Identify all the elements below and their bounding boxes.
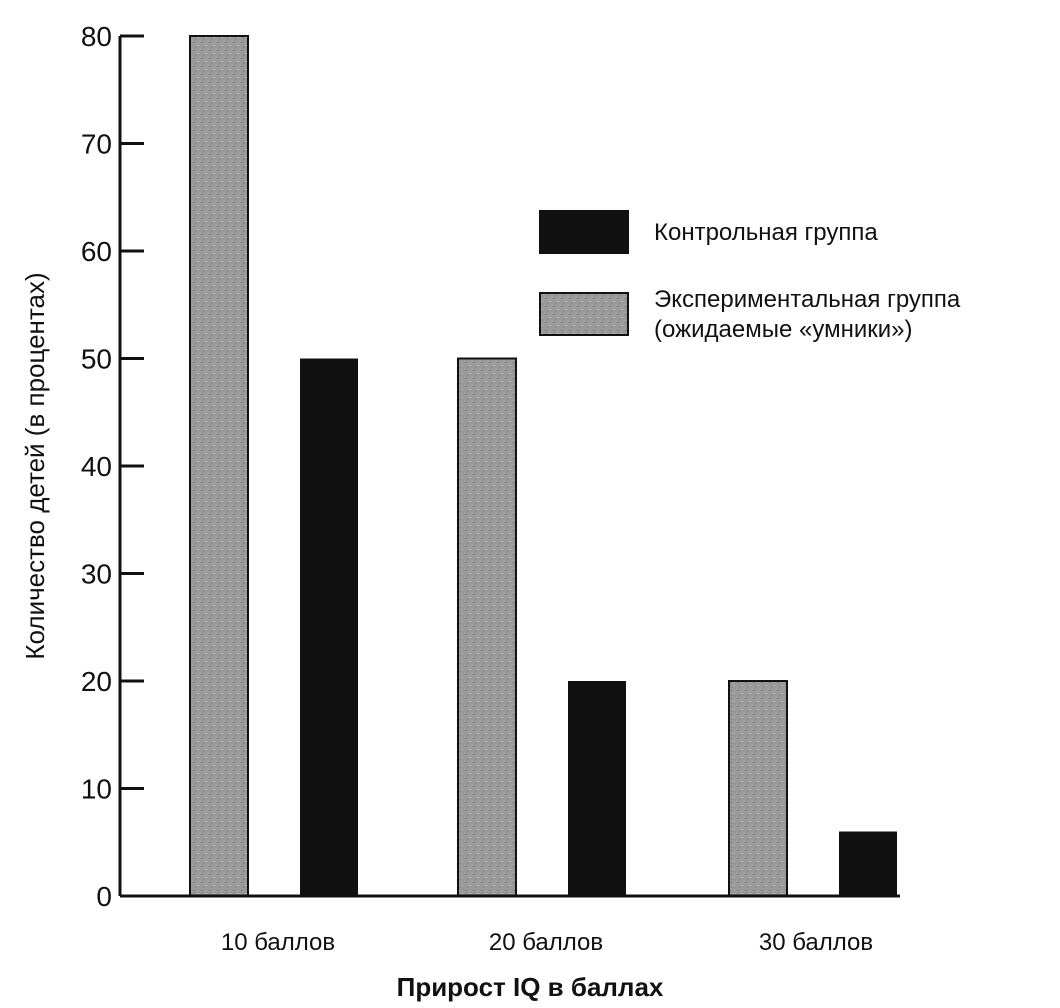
- legend-label: Экспериментальная группа: [654, 286, 961, 313]
- y-tick-label: 20: [81, 666, 112, 697]
- bar-control-3: [839, 831, 897, 896]
- bar-experimental-2: [457, 357, 517, 897]
- bar-experimental-3: [728, 680, 788, 897]
- y-tick-label: 0: [96, 881, 112, 912]
- x-axis-title: Прирост IQ в баллах: [397, 972, 664, 1002]
- bar-control-2: [568, 681, 626, 896]
- y-ticks: 0 10 20 30 40 50 60 70 80: [81, 21, 144, 912]
- y-axis-title: Количество детей (в процентах): [20, 272, 50, 659]
- y-tick-label: 80: [81, 21, 112, 52]
- bars-layer: [189, 35, 897, 897]
- x-tick-label: 30 баллов: [759, 929, 873, 956]
- legend-swatch: [539, 292, 629, 336]
- y-tick-label: 60: [81, 236, 112, 267]
- legend-swatch: [539, 210, 629, 254]
- legend-label: (ожидаемые «умники»): [654, 316, 912, 343]
- y-tick-label: 50: [81, 344, 112, 375]
- legend: Контрольная группа Экспериментальная груп…: [539, 210, 961, 343]
- legend-label: Контрольная группа: [654, 219, 878, 246]
- y-tick-label: 70: [81, 129, 112, 160]
- bar-experimental-1: [189, 35, 249, 897]
- bar-control-1: [300, 358, 358, 896]
- x-tick-labels: 10 баллов 20 баллов 30 баллов: [221, 929, 873, 956]
- x-tick-label: 10 баллов: [221, 929, 335, 956]
- y-tick-label: 10: [81, 774, 112, 805]
- y-tick-label: 30: [81, 559, 112, 590]
- y-tick-label: 40: [81, 451, 112, 482]
- x-tick-label: 20 баллов: [489, 929, 603, 956]
